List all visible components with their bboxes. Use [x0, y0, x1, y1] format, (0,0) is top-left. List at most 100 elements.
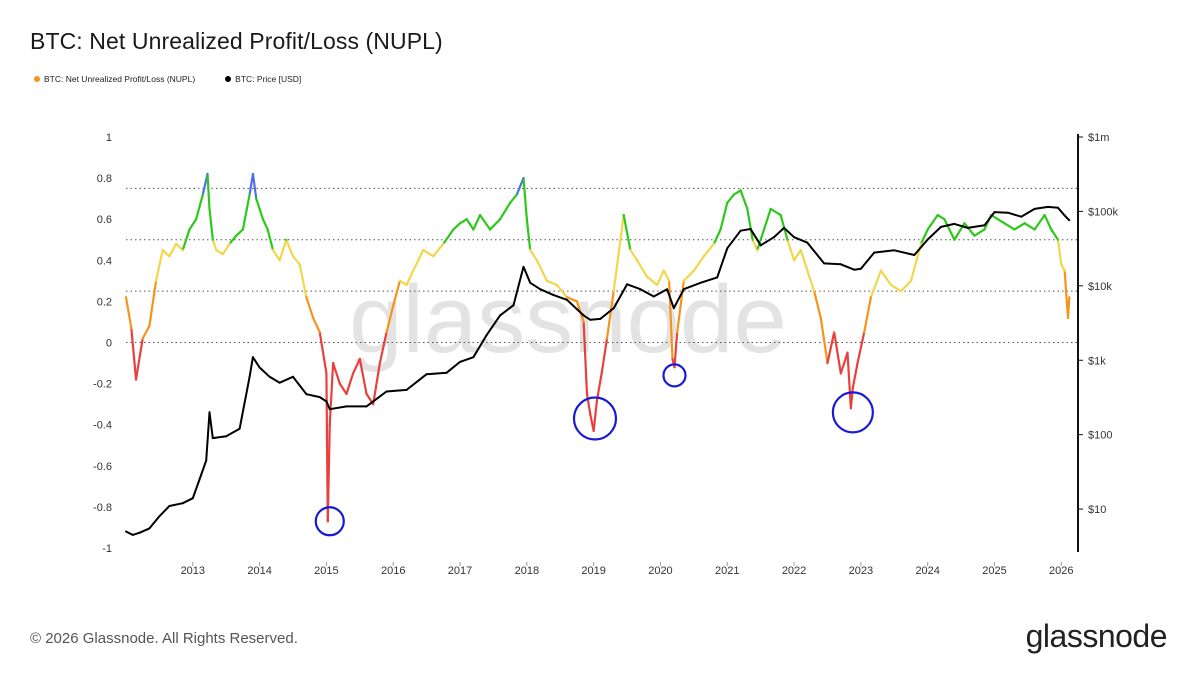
price-data-point [716, 276, 719, 279]
nupl-line-segment [792, 248, 802, 262]
legend-item-nupl[interactable]: BTC: Net Unrealized Profit/Loss (NUPL) [34, 74, 195, 84]
nupl-data-point [305, 296, 308, 299]
price-data-point [626, 283, 629, 286]
nupl-data-point [605, 337, 609, 340]
nupl-line-segment [565, 296, 579, 303]
nupl-data-point [1060, 263, 1063, 266]
nupl-line-segment [338, 382, 348, 395]
nupl-line-segment [919, 228, 929, 245]
nupl-data-point [328, 423, 331, 426]
nupl-line-segment [943, 218, 956, 241]
nupl-line-segment [712, 228, 722, 245]
nupl-line-segment [692, 255, 705, 272]
nupl-line-segment [1060, 263, 1066, 272]
nupl-data-point [422, 248, 425, 252]
nupl-data-point [645, 275, 649, 278]
nupl-data-point [712, 242, 716, 245]
nupl-line-segment [799, 248, 809, 272]
nupl-line-segment [600, 337, 609, 375]
nupl-line-segment [398, 279, 408, 287]
nupl-data-point [826, 361, 829, 365]
nupl-line-segment [1066, 296, 1071, 319]
price-data-point [292, 375, 295, 378]
x-tick-label: 2016 [381, 565, 405, 577]
nupl-data-point [345, 392, 348, 395]
nupl-line-segment [645, 275, 659, 287]
x-tick-label: 2026 [1049, 565, 1073, 577]
nupl-data-point [839, 372, 842, 375]
legend-item-price[interactable]: BTC: Price [USD] [225, 74, 301, 84]
price-data-point [385, 390, 388, 393]
nupl-line-segment [181, 228, 191, 252]
nupl-line-segment [996, 218, 1006, 225]
price-data-point [1056, 206, 1059, 209]
nupl-data-point [565, 296, 569, 299]
nupl-data-point [589, 413, 592, 416]
nupl-data-point [813, 290, 816, 293]
y-right-tick-label: $10k [1088, 281, 1112, 293]
price-data-point [1006, 211, 1009, 214]
nupl-line-segment [849, 386, 854, 410]
nupl-data-point [188, 228, 191, 231]
nupl-line-segment [1056, 238, 1063, 266]
price-data-point [940, 225, 943, 228]
price-data-point [806, 241, 809, 244]
x-tick-label: 2021 [715, 565, 739, 577]
price-data-point [1063, 214, 1066, 217]
nupl-line-segment [582, 320, 589, 395]
nupl-data-point [806, 269, 809, 272]
nupl-line-segment [472, 213, 482, 231]
price-data-point [131, 533, 134, 536]
nupl-line-segment [662, 269, 671, 282]
nupl-data-point [215, 248, 218, 252]
nupl-data-point [545, 279, 548, 282]
nupl-data-point [291, 255, 295, 258]
nupl-data-point [851, 386, 854, 389]
nupl-data-point [392, 304, 395, 307]
nupl-line-segment [963, 222, 976, 237]
y-right-tick-label: $1k [1088, 355, 1106, 367]
price-data-point [859, 267, 862, 270]
nupl-line-segment [291, 255, 301, 266]
nupl-line-segment [305, 296, 315, 319]
price-data-point [328, 408, 331, 411]
nupl-line-segment [1050, 228, 1060, 241]
nupl-line-segment [235, 228, 245, 237]
nupl-data-point [799, 248, 802, 252]
nupl-line-segment [769, 207, 782, 217]
price-data-point [666, 288, 669, 291]
price-data-point [345, 405, 348, 408]
nupl-data-point [529, 248, 532, 252]
nupl-line-segment [465, 218, 475, 231]
price-data-point [823, 262, 826, 265]
price-data-point [485, 333, 488, 336]
chart-legend: BTC: Net Unrealized Profit/Loss (NUPL) B… [34, 74, 301, 84]
nupl-data-point [412, 269, 415, 272]
nupl-line-segment [175, 242, 184, 252]
nupl-data-point [592, 429, 595, 432]
nupl-data-point [692, 269, 695, 272]
nupl-data-point [458, 222, 462, 225]
nupl-line-segment [702, 242, 716, 258]
nupl-line-segment [206, 172, 211, 211]
price-data-point [953, 222, 956, 225]
nupl-data-point [154, 279, 158, 282]
nupl-data-point [248, 193, 251, 196]
price-data-point [773, 236, 776, 239]
y-right-tick-label: $100k [1088, 206, 1118, 218]
nupl-line-segment [328, 361, 335, 426]
nupl-data-point [1050, 228, 1053, 231]
y-left-tick-label: -0.4 [93, 420, 112, 432]
nupl-data-point [255, 197, 258, 200]
nupl-line-segment [826, 331, 836, 365]
nupl-data-point [442, 242, 445, 245]
nupl-line-segment [392, 279, 402, 307]
nupl-data-point [241, 228, 245, 231]
nupl-line-segment [605, 290, 615, 340]
annotation-circle [314, 506, 345, 537]
x-tick-label: 2025 [982, 565, 1006, 577]
nupl-data-point [682, 279, 685, 282]
nupl-line-segment [124, 296, 133, 330]
nupl-line-segment [278, 238, 288, 262]
nupl-data-point [1023, 222, 1026, 225]
